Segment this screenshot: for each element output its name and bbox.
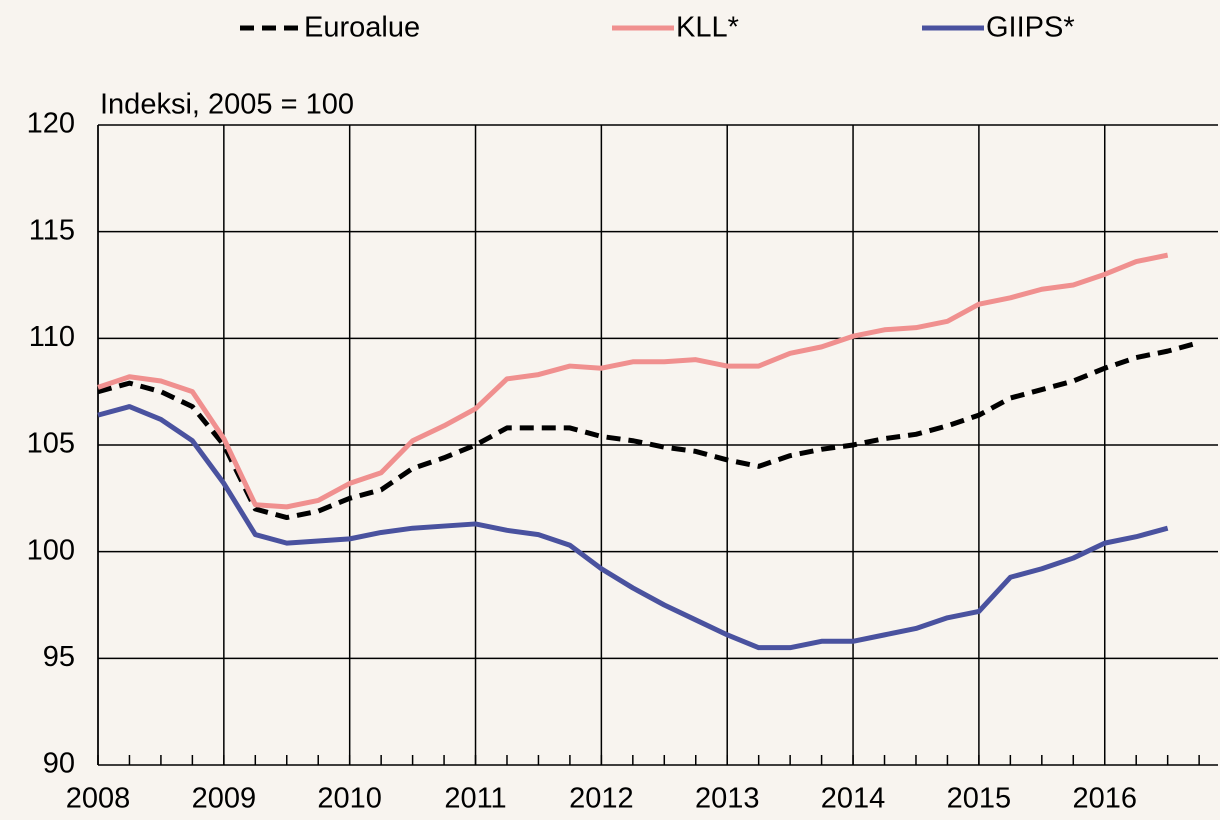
x-tick-label: 2014	[821, 783, 886, 815]
x-tick-label: 2015	[947, 783, 1012, 815]
series-line	[97, 340, 1200, 521]
x-tick-label: 2010	[317, 783, 382, 815]
legend-label: Euroalue	[304, 12, 420, 44]
x-tick-label: 2011	[444, 783, 506, 815]
x-tick-label: 2012	[569, 783, 634, 815]
x-tick-label: 2008	[66, 783, 131, 815]
x-tick-label: 2009	[192, 783, 257, 815]
series-line	[97, 252, 1169, 510]
legend-label: KLL*	[676, 12, 739, 44]
y-tick-label: 120	[27, 108, 75, 140]
y-tick-label: 105	[27, 428, 75, 460]
y-tick-label: 100	[27, 534, 75, 566]
y-tick-label: 95	[43, 641, 75, 673]
legend-label: GIIPS*	[986, 12, 1075, 44]
y-tick-label: 115	[29, 214, 75, 246]
y-tick-label: 110	[29, 321, 75, 353]
series-line	[97, 404, 1169, 651]
chart-subtitle: Indeksi, 2005 = 100	[100, 89, 354, 121]
x-tick-label: 2013	[695, 783, 760, 815]
x-tick-label: 2016	[1072, 783, 1137, 815]
y-tick-label: 90	[43, 748, 75, 780]
